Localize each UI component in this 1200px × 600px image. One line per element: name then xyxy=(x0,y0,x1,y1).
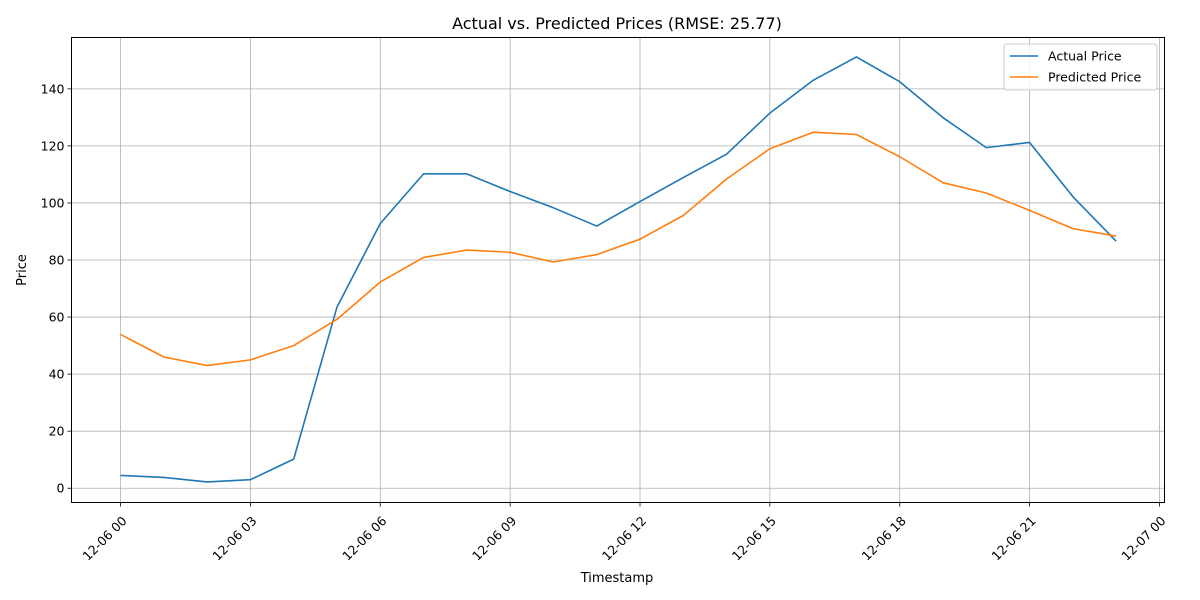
x-tick-label: 12-07 00 xyxy=(1118,513,1168,563)
legend-label-actual: Actual Price xyxy=(1048,49,1122,64)
x-tick-label: 12-06 09 xyxy=(469,513,519,563)
x-tick-label: 12-06 03 xyxy=(209,513,259,563)
y-axis-label: Price xyxy=(15,254,30,286)
series-line-predicted-price xyxy=(120,131,1117,367)
series-line-actual-price xyxy=(120,56,1117,483)
legend: Actual Price Predicted Price xyxy=(1003,43,1158,91)
y-axis-ticks: 0 20 40 60 80 100 120 140 xyxy=(41,81,72,496)
y-tick-label: 80 xyxy=(49,253,65,268)
plot-frame xyxy=(71,37,1165,503)
legend-box xyxy=(1003,43,1158,91)
x-axis-label: Timestamp xyxy=(580,571,654,586)
x-tick-label: 12-06 21 xyxy=(988,513,1038,563)
x-tick-label: 12-06 00 xyxy=(79,513,129,563)
x-tick-label: 12-06 15 xyxy=(729,513,779,563)
x-tick-label: 12-06 12 xyxy=(599,513,649,563)
y-tick-label: 40 xyxy=(49,367,65,382)
y-tick-label: 0 xyxy=(57,481,65,496)
chart-title: Actual vs. Predicted Prices (RMSE: 25.77… xyxy=(452,14,782,33)
x-tick-label: 12-06 18 xyxy=(859,513,909,563)
y-tick-label: 60 xyxy=(49,310,65,325)
x-axis-ticks: 12-06 00 12-06 03 12-06 06 12-06 09 12-06 12… xyxy=(79,502,1169,563)
legend-label-predicted: Predicted Price xyxy=(1048,70,1141,85)
y-tick-label: 140 xyxy=(41,81,65,96)
grid-lines xyxy=(71,37,1165,503)
y-tick-label: 100 xyxy=(41,195,65,210)
y-tick-label: 20 xyxy=(49,424,65,439)
y-tick-label: 120 xyxy=(41,138,65,153)
series-group xyxy=(120,56,1117,483)
x-tick-label: 12-06 06 xyxy=(339,513,389,563)
